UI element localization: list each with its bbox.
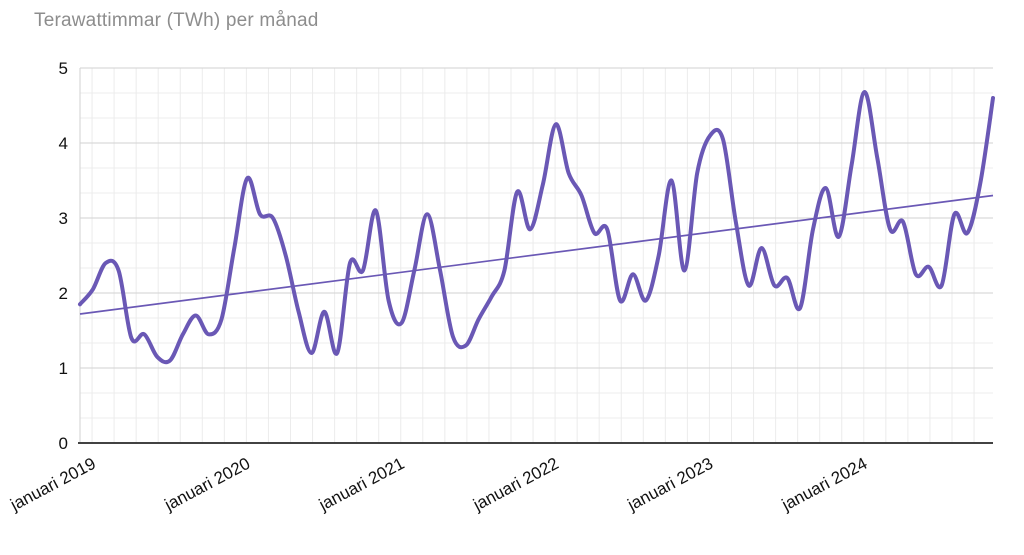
series-line — [78, 89, 995, 365]
y-tick-label: 5 — [59, 59, 68, 78]
x-tick-label: januari 2024 — [778, 454, 870, 515]
y-tick-label: 2 — [59, 284, 68, 303]
x-tick-label: januari 2022 — [469, 454, 561, 515]
x-tick-label: januari 2021 — [315, 454, 407, 515]
x-tick-label: januari 2023 — [624, 454, 716, 515]
y-tick-label: 3 — [59, 209, 68, 228]
x-tick-label: januari 2020 — [161, 454, 253, 515]
x-tick-label: januari 2019 — [6, 454, 98, 515]
y-tick-label: 0 — [59, 434, 68, 453]
chart-title: Terawattimmar (TWh) per månad — [34, 10, 319, 31]
y-tick-label: 1 — [59, 359, 68, 378]
y-tick-label: 4 — [59, 134, 68, 153]
trendline — [79, 194, 994, 315]
